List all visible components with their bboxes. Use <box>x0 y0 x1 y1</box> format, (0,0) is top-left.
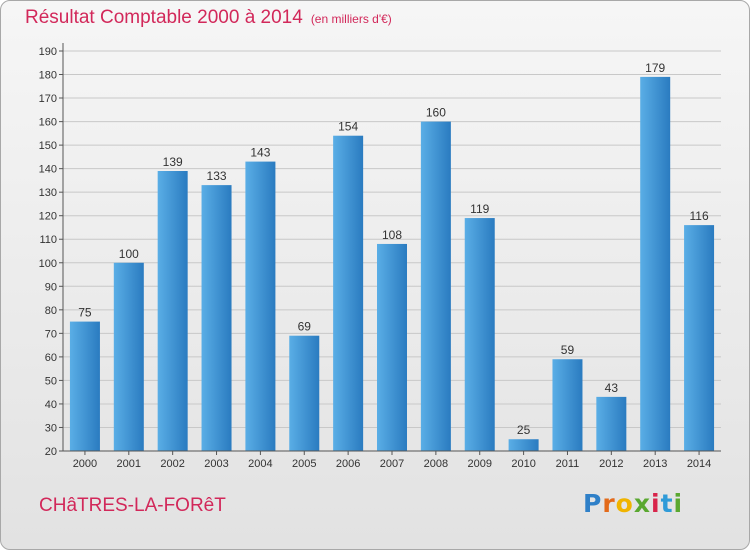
data-label: 43 <box>605 381 619 395</box>
bar <box>420 121 451 452</box>
bars <box>69 76 715 452</box>
y-axis-ticks: 20 30 40 50 60 70 80 90 100 110 120 130 140 150 160 170… <box>39 46 63 458</box>
bar <box>684 225 715 451</box>
x-tick-label: 2004 <box>248 458 272 470</box>
data-label: 59 <box>561 343 575 357</box>
data-label: 143 <box>250 146 270 160</box>
x-tick-label: 2005 <box>292 458 316 470</box>
chart-unit: (en milliers d'€) <box>310 12 392 26</box>
y-tick-label: 190 <box>39 46 57 58</box>
data-label: 25 <box>517 423 531 437</box>
bar <box>113 262 144 451</box>
bar <box>596 396 627 451</box>
x-tick-label: 2001 <box>117 458 141 470</box>
y-tick-label: 80 <box>45 305 57 317</box>
bar <box>157 171 188 451</box>
y-tick-label: 150 <box>39 140 57 152</box>
x-tick-label: 2008 <box>424 458 448 470</box>
data-label: 100 <box>119 247 139 261</box>
bar <box>245 161 276 451</box>
logo-letter: P <box>583 489 603 518</box>
data-label: 108 <box>382 228 402 242</box>
y-tick-label: 20 <box>45 446 57 458</box>
data-label: 139 <box>163 155 183 169</box>
data-label: 179 <box>645 61 665 75</box>
chart-title-block: Résultat Comptable 2000 à 2014 (en millie… <box>25 7 392 29</box>
y-tick-label: 130 <box>39 187 57 199</box>
x-tick-label: 2009 <box>467 458 491 470</box>
data-label: 75 <box>78 306 92 320</box>
x-tick-label: 2013 <box>643 458 667 470</box>
y-tick-label: 60 <box>45 352 57 364</box>
bar <box>289 335 320 451</box>
y-tick-label: 40 <box>45 399 57 411</box>
bar <box>333 135 364 452</box>
y-tick-label: 120 <box>39 211 57 223</box>
x-tick-label: 2011 <box>556 458 580 470</box>
data-labels: 75 100 139 133 143 69 154 108 160 119 25 59 43 179 116 <box>78 61 709 437</box>
y-tick-label: 110 <box>39 234 57 246</box>
chart-title: Résultat Comptable 2000 à 2014 <box>25 7 303 28</box>
bar <box>552 359 583 451</box>
x-tick-label: 2014 <box>687 458 711 470</box>
y-tick-label: 100 <box>39 258 57 270</box>
logo-letter: x <box>633 489 651 518</box>
x-tick-label: 2010 <box>511 458 535 470</box>
data-label: 160 <box>426 106 446 120</box>
y-tick-label: 160 <box>39 117 57 129</box>
y-tick-label: 50 <box>45 375 57 387</box>
data-label: 116 <box>689 209 708 223</box>
x-tick-label: 2012 <box>599 458 623 470</box>
y-tick-label: 180 <box>39 70 57 82</box>
x-axis-labels: 2000 2001 2002 2003 2004 2005 2006 2007 2008 2009… <box>73 451 711 470</box>
logo-letter: i <box>651 489 661 518</box>
y-tick-label: 90 <box>45 281 57 293</box>
y-tick-label: 70 <box>45 328 57 340</box>
logo-letter: i <box>673 489 684 518</box>
x-tick-label: 2000 <box>73 458 97 470</box>
data-label: 119 <box>470 202 489 216</box>
bar <box>640 76 671 451</box>
x-tick-label: 2007 <box>380 458 404 470</box>
y-tick-label: 30 <box>45 422 57 434</box>
y-tick-label: 170 <box>39 93 57 105</box>
bar <box>464 218 495 451</box>
data-label: 69 <box>298 320 312 334</box>
commune-name: CHâTRES-LA-FORêT <box>39 495 226 516</box>
data-label: 154 <box>338 120 358 134</box>
y-tick-label: 140 <box>39 164 57 176</box>
proxiti-logo: Proxiti <box>583 489 683 518</box>
bar <box>69 321 100 451</box>
logo-letter: r <box>602 489 616 518</box>
logo-letter: t <box>660 489 674 518</box>
logo-letter: o <box>615 489 634 518</box>
x-tick-label: 2002 <box>160 458 184 470</box>
bar <box>377 243 407 451</box>
bar <box>201 185 232 451</box>
x-tick-label: 2003 <box>204 458 228 470</box>
data-label: 133 <box>207 169 227 183</box>
bar <box>508 439 539 451</box>
x-tick-label: 2006 <box>336 458 360 470</box>
